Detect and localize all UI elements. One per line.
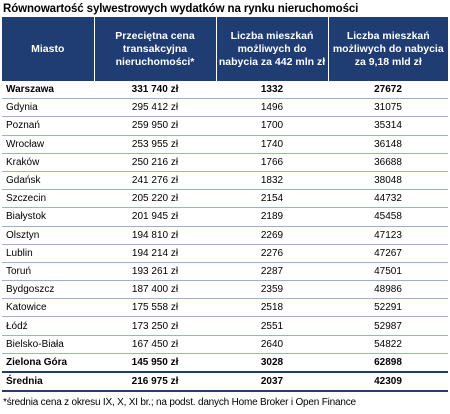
table-row: Wrocław 253 955 zł 1740 36148 [2,135,448,154]
table-row: Szczecin 205 220 zł 2154 44732 [2,189,448,209]
flats-442m-cell: 2518 [216,298,328,318]
city-cell: Gdańsk [2,171,94,191]
flats-918b-cell: 48986 [328,280,448,300]
table-row: Bydgoszcz 187 400 zł 2359 48986 [2,280,448,300]
flats-442m-cell: 2551 [216,316,328,336]
city-cell: Średnia [2,370,94,393]
flats-918b-cell: 44732 [328,189,448,209]
price-cell: 259 950 zł [94,116,216,136]
city-cell: Bydgoszcz [2,280,94,300]
table-row: Gdynia 295 412 zł 1496 31075 [2,98,448,118]
city-cell: Wrocław [2,135,94,154]
price-cell: 205 220 zł [94,189,216,209]
flats-442m-cell: 1766 [216,153,328,172]
city-cell: Lublin [2,244,94,263]
price-cell: 175 558 zł [94,298,216,318]
flats-442m-cell: 2269 [216,226,328,245]
price-cell: 216 975 zł [94,370,216,393]
table-row: Gdańsk 241 276 zł 1832 38048 [2,171,448,191]
flats-442m-cell: 2189 [216,207,328,227]
table-row: Poznań 259 950 zł 1700 35314 [2,116,448,136]
housing-table: Miasto Przeciętna cena transakcyjna nier… [2,17,448,393]
flats-918b-cell: 27672 [328,81,448,100]
price-cell: 193 261 zł [94,262,216,282]
table-row: Lublin 194 214 zł 2276 47267 [2,244,448,263]
table-header-row: Miasto Przeciętna cena transakcyjna nier… [2,17,448,81]
table-row: Białystok 201 945 zł 2189 45458 [2,207,448,227]
flats-918b-cell: 35314 [328,116,448,136]
footnote: *średnia cena z okresu IX, X, XI br.; na… [3,397,356,408]
flats-918b-cell: 47501 [328,262,448,282]
city-cell: Kraków [2,153,94,172]
city-cell: Toruń [2,262,94,282]
flats-918b-cell: 31075 [328,98,448,118]
flats-918b-cell: 45458 [328,207,448,227]
table-row: Warszawa 331 740 zł 1332 27672 [2,81,448,100]
table-row: Średnia 216 975 zł 2037 42309 [2,370,448,393]
flats-918b-cell: 52291 [328,298,448,318]
flats-918b-cell: 36688 [328,153,448,172]
city-cell: Olsztyn [2,226,94,245]
column-header-city: Miasto [2,17,94,81]
table-row: Katowice 175 558 zł 2518 52291 [2,298,448,318]
price-cell: 253 955 zł [94,135,216,154]
flats-442m-cell: 2037 [216,370,328,393]
table-row: Zielona Góra 145 950 zł 3028 62898 [2,353,448,373]
city-cell: Zielona Góra [2,353,94,373]
table-row: Toruń 193 261 zł 2287 47501 [2,262,448,282]
city-cell: Katowice [2,298,94,318]
price-cell: 331 740 zł [94,81,216,100]
price-cell: 167 450 zł [94,335,216,354]
flats-918b-cell: 62898 [328,353,448,373]
flats-442m-cell: 2287 [216,262,328,282]
table-title: Równowartość sylwestrowych wydatków na r… [3,3,359,15]
city-cell: Białystok [2,207,94,227]
city-cell: Bielsko-Biała [2,335,94,354]
price-cell: 194 810 zł [94,226,216,245]
flats-918b-cell: 54822 [328,335,448,354]
flats-442m-cell: 3028 [216,353,328,373]
price-cell: 295 412 zł [94,98,216,118]
table-row: Olsztyn 194 810 zł 2269 47123 [2,226,448,245]
city-cell: Poznań [2,116,94,136]
flats-918b-cell: 42309 [328,370,448,393]
flats-442m-cell: 2359 [216,280,328,300]
price-cell: 173 250 zł [94,316,216,336]
table-row: Bielsko-Biała 167 450 zł 2640 54822 [2,335,448,354]
price-cell: 201 945 zł [94,207,216,227]
price-cell: 250 216 zł [94,153,216,172]
flats-918b-cell: 47123 [328,226,448,245]
flats-442m-cell: 2640 [216,335,328,354]
flats-442m-cell: 1832 [216,171,328,191]
city-cell: Łódź [2,316,94,336]
flats-442m-cell: 1740 [216,135,328,154]
city-cell: Warszawa [2,81,94,100]
flats-918b-cell: 36148 [328,135,448,154]
column-header-flats-918b: Liczba mieszkań możliwych do nabycia za … [327,17,448,81]
city-cell: Szczecin [2,189,94,209]
flats-918b-cell: 52987 [328,316,448,336]
flats-442m-cell: 1700 [216,116,328,136]
table-row: Łódź 173 250 zł 2551 52987 [2,316,448,336]
price-cell: 241 276 zł [94,171,216,191]
city-cell: Gdynia [2,98,94,118]
flats-442m-cell: 1496 [216,98,328,118]
flats-442m-cell: 1332 [216,81,328,100]
flats-918b-cell: 47267 [328,244,448,263]
table-row: Kraków 250 216 zł 1766 36688 [2,153,448,172]
flats-442m-cell: 2154 [216,189,328,209]
column-header-price: Przeciętna cena transakcyjna nieruchomoś… [93,17,216,81]
price-cell: 194 214 zł [94,244,216,263]
flats-918b-cell: 38048 [328,171,448,191]
flats-442m-cell: 2276 [216,244,328,263]
price-cell: 187 400 zł [94,280,216,300]
table-body: Warszawa 331 740 zł 1332 27672 Gdynia 295 412… [2,81,448,393]
column-header-flats-442m: Liczba mieszkań możliwych do nabycia za … [215,17,328,81]
price-cell: 145 950 zł [94,353,216,373]
